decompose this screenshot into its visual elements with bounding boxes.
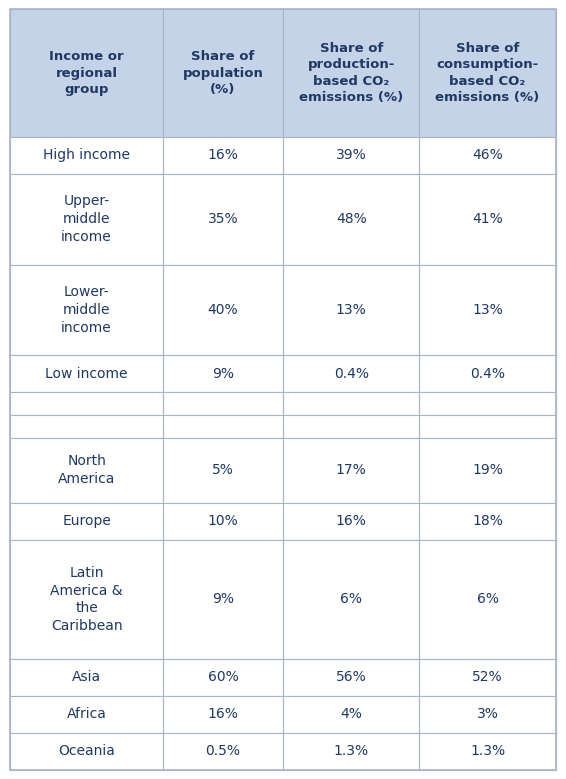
Text: 40%: 40% xyxy=(208,303,238,317)
Bar xyxy=(10,503,163,540)
Bar xyxy=(419,503,556,540)
Bar xyxy=(283,733,419,770)
Text: 46%: 46% xyxy=(472,149,503,163)
Bar xyxy=(10,540,163,659)
Bar xyxy=(10,265,163,355)
Bar xyxy=(10,733,163,770)
Text: 16%: 16% xyxy=(336,514,367,528)
Bar xyxy=(163,9,283,137)
Text: 1.3%: 1.3% xyxy=(333,744,369,758)
Text: 3%: 3% xyxy=(477,707,499,721)
Text: 5%: 5% xyxy=(212,464,234,478)
Text: 48%: 48% xyxy=(336,213,367,226)
Bar xyxy=(10,174,163,265)
Text: Europe: Europe xyxy=(62,514,111,528)
Bar xyxy=(163,503,283,540)
Bar xyxy=(10,9,163,137)
Bar xyxy=(283,355,419,393)
Bar xyxy=(419,540,556,659)
Text: 39%: 39% xyxy=(336,149,367,163)
Bar xyxy=(10,659,163,696)
Text: 10%: 10% xyxy=(208,514,238,528)
Bar xyxy=(419,733,556,770)
Bar xyxy=(419,659,556,696)
Text: Low income: Low income xyxy=(45,367,128,381)
Text: Share of
population
(%): Share of population (%) xyxy=(183,50,263,96)
Bar xyxy=(10,137,163,174)
Bar xyxy=(283,415,419,438)
Bar xyxy=(419,696,556,733)
Text: 56%: 56% xyxy=(336,671,367,685)
Text: Share of
consumption-
based CO₂
emissions (%): Share of consumption- based CO₂ emission… xyxy=(435,42,540,104)
Bar xyxy=(283,696,419,733)
Text: Income or
regional
group: Income or regional group xyxy=(49,50,124,96)
Bar xyxy=(163,415,283,438)
Text: 16%: 16% xyxy=(208,149,238,163)
Bar xyxy=(419,137,556,174)
Bar xyxy=(163,696,283,733)
Bar xyxy=(419,174,556,265)
Text: 35%: 35% xyxy=(208,213,238,226)
Bar xyxy=(163,137,283,174)
Bar xyxy=(10,696,163,733)
Text: 6%: 6% xyxy=(340,593,362,606)
Bar xyxy=(163,393,283,415)
Text: 16%: 16% xyxy=(208,707,238,721)
Text: 41%: 41% xyxy=(472,213,503,226)
Text: 19%: 19% xyxy=(472,464,503,478)
Text: Latin
America &
the
Caribbean: Latin America & the Caribbean xyxy=(50,566,123,633)
Bar xyxy=(163,659,283,696)
Text: 9%: 9% xyxy=(212,593,234,606)
Bar xyxy=(283,659,419,696)
Bar xyxy=(10,415,163,438)
Text: 13%: 13% xyxy=(472,303,503,317)
Bar xyxy=(419,438,556,503)
Text: 0.4%: 0.4% xyxy=(470,367,505,381)
Bar xyxy=(419,265,556,355)
Text: 18%: 18% xyxy=(472,514,503,528)
Bar xyxy=(163,540,283,659)
Bar xyxy=(283,438,419,503)
Bar xyxy=(283,137,419,174)
Bar xyxy=(419,393,556,415)
Bar xyxy=(283,503,419,540)
Bar xyxy=(163,265,283,355)
Bar xyxy=(419,9,556,137)
Bar xyxy=(283,174,419,265)
Bar xyxy=(283,393,419,415)
Bar xyxy=(163,733,283,770)
Text: 4%: 4% xyxy=(340,707,362,721)
Bar xyxy=(419,355,556,393)
Text: Upper-
middle
income: Upper- middle income xyxy=(61,195,112,244)
Bar xyxy=(163,438,283,503)
Bar xyxy=(10,438,163,503)
Bar xyxy=(283,265,419,355)
Bar xyxy=(163,174,283,265)
Text: 6%: 6% xyxy=(477,593,499,606)
Bar xyxy=(163,355,283,393)
Text: North
America: North America xyxy=(58,454,115,486)
Bar xyxy=(10,355,163,393)
Bar xyxy=(283,9,419,137)
Text: 17%: 17% xyxy=(336,464,367,478)
Text: 1.3%: 1.3% xyxy=(470,744,505,758)
Text: 60%: 60% xyxy=(208,671,238,685)
Text: Oceania: Oceania xyxy=(58,744,115,758)
Text: 0.4%: 0.4% xyxy=(334,367,368,381)
Text: High income: High income xyxy=(43,149,130,163)
Text: Lower-
middle
income: Lower- middle income xyxy=(61,285,112,335)
Text: Asia: Asia xyxy=(72,671,101,685)
Bar xyxy=(419,415,556,438)
Text: 9%: 9% xyxy=(212,367,234,381)
Text: 52%: 52% xyxy=(472,671,503,685)
Bar xyxy=(283,540,419,659)
Bar xyxy=(10,393,163,415)
Text: 13%: 13% xyxy=(336,303,367,317)
Text: Share of
production-
based CO₂
emissions (%): Share of production- based CO₂ emissions… xyxy=(299,42,404,104)
Text: 0.5%: 0.5% xyxy=(205,744,241,758)
Text: Africa: Africa xyxy=(67,707,106,721)
